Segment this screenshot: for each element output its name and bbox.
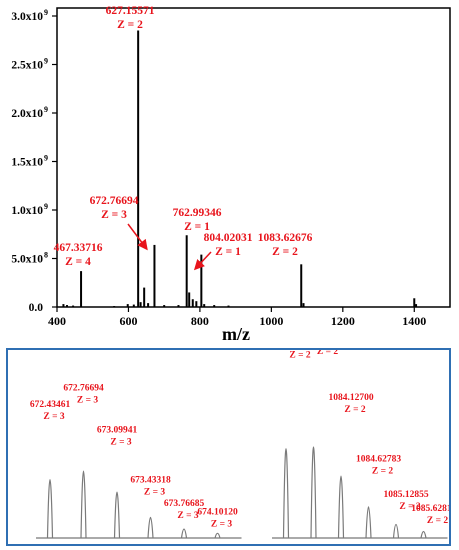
isotope-charge-label: Z = 2 [427,516,448,526]
x-tick-label: 1400 [402,314,426,328]
y-tick-label: 2.0x10 [11,108,43,120]
peak-mz-label: 762.99346 [173,207,222,219]
x-tick-label: 800 [191,314,209,328]
isotope-charge-label: Z = 3 [43,412,64,422]
isotope-charge-label: Z = 3 [211,520,232,530]
y-tick-label: 0.0 [29,302,44,314]
inset-panel: 672.43461 Z = 3 672.76694 Z = 3 673.09941 Z =… [6,335,456,546]
plot-frame [56,7,451,308]
peak-charge-label: Z = 4 [65,256,91,268]
y-tick-label: 1.5x10 [11,157,43,169]
isotope-charge-label: Z = 3 [177,511,198,521]
isotope-mz-label: 672.76694 [63,383,104,393]
arrow-804 [193,251,212,271]
y-tick-exponent: 9 [44,105,48,114]
isotope-mz-label: 674.10120 [197,508,238,518]
isotope-charge-label: Z = 2 [317,350,338,357]
isotope-peak [147,516,154,539]
isotope-peak [113,491,121,539]
isotope-mz-label: 1085.62811 [411,504,449,514]
y-tick-exponent: 8 [44,251,48,260]
y-tick-exponent: 9 [44,202,48,211]
peak-mz-label: 672.76694 [90,195,139,207]
isotope-charge-label: Z = 3 [77,395,98,405]
isotope-peak [337,475,345,539]
main-annotations: 627.15571 Z = 2 672.76694 Z = 3 762.99346 Z =… [54,5,313,271]
x-tick-label: 1200 [331,314,355,328]
isotope-mz-label: 673.43318 [130,476,171,486]
y-tick-label: 3.0x10 [11,11,43,23]
isotope-mz-label: 1084.12700 [328,393,373,403]
peak-charge-label: Z = 2 [272,246,298,258]
x-tick-label: 400 [48,314,66,328]
isotope-mz-label: 673.76685 [164,499,205,509]
peak-mz-label: 804.02031 [204,232,253,244]
isotope-charge-label: Z = 3 [144,488,165,498]
peak-charge-label: Z = 1 [184,221,210,233]
main-peaks [62,30,418,307]
isotope-charge-label: Z = 2 [372,467,393,477]
isotope-peak [214,532,221,539]
isotope-mz-label: 1085.12855 [383,490,428,500]
isotope-mz-label: 672.43461 [30,400,71,410]
isotope-peak [282,448,290,539]
isotope-peak [420,530,427,539]
isotope-charge-label: Z = 2 [344,405,365,415]
isotope-charge-label: Z = 2 [399,502,420,512]
y-tick-label: 1.0x10 [11,205,43,217]
isotope-charge-label: Z = 2 [289,351,310,361]
peak-mz-label: 627.15571 [106,5,155,17]
isotope-peak [46,479,54,539]
peak-charge-label: Z = 2 [117,19,143,31]
isotope-peak [180,528,188,539]
isotope-peak [365,506,372,539]
peak-charge-label: Z = 1 [215,246,241,258]
peak-mz-label: 1083.62676 [258,232,313,244]
isotope-mz-label: 1084.62783 [356,455,401,465]
peak-charge-label: Z = 3 [101,209,127,221]
isotope-mz-label: 673.09941 [97,425,138,435]
y-tick-label: 5.0x10 [11,254,43,266]
x-tick-label: 1000 [259,314,283,328]
peak-mz-label: 467.33716 [54,242,103,254]
isotope-peak [80,470,87,539]
arrow-672 [127,223,148,251]
isotope-charge-label: Z = 3 [110,437,131,447]
y-tick-exponent: 9 [44,154,48,163]
y-tick-exponent: 9 [44,57,48,66]
isotope-peak [392,523,400,539]
isotope-inset-chart: 672.43461 Z = 3 672.76694 Z = 3 673.09941 Z =… [30,335,456,539]
x-tick-label: 600 [119,314,137,328]
inset-left-isotopes: 672.43461 Z = 3 672.76694 Z = 3 673.09941 Z =… [30,383,242,539]
y-tick-label: 2.5x10 [11,60,43,72]
y-tick-exponent: 9 [44,8,48,17]
isotope-peak [310,446,317,539]
x-axis-title: m/z [222,324,250,344]
